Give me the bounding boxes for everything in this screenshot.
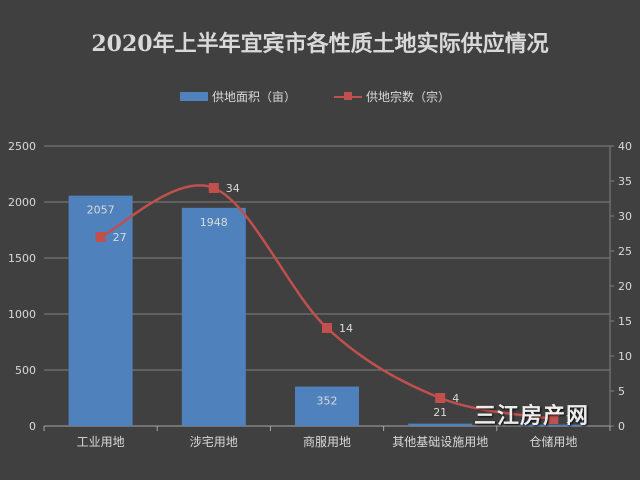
- legend-bar: 供地面积（亩）: [180, 88, 296, 105]
- line-marker: [322, 323, 332, 333]
- x-category-label: 商服用地: [303, 434, 351, 449]
- y-right-tick-label: 40: [618, 140, 632, 153]
- x-category-label: 工业用地: [77, 435, 125, 449]
- y-right-tick-label: 35: [618, 175, 632, 188]
- line-value-label: 14: [339, 322, 353, 335]
- bar: [521, 424, 586, 426]
- line-marker: [208, 183, 219, 193]
- x-category-label: 其他基础设施用地: [392, 435, 488, 449]
- bar-value-label: 352: [317, 395, 338, 408]
- y-left-tick-label: 0: [29, 420, 36, 433]
- line-value-label: 27: [113, 231, 127, 244]
- y-right-tick-label: 15: [618, 315, 632, 328]
- legend-bar-label: 供地面积（亩）: [212, 90, 297, 104]
- y-right-tick-label: 0: [618, 420, 625, 433]
- y-left-tick-label: 1500: [8, 252, 36, 265]
- bar-value-label: 21: [433, 406, 447, 419]
- bar-value-label: 2057: [87, 204, 115, 217]
- y-left-tick-label: 2000: [8, 196, 36, 209]
- line-value-label: 4: [452, 392, 459, 405]
- legend-line-swatch: [334, 92, 362, 101]
- y-right-tick-label: 30: [618, 210, 632, 223]
- bar: [295, 386, 359, 426]
- chart-title: 2020年上半年宜宾市各性质土地实际供应情况: [91, 31, 549, 57]
- y-left-tick-label: 500: [15, 364, 36, 377]
- line-marker: [548, 414, 559, 424]
- line-marker: [95, 232, 106, 242]
- y-left-tick-label: 1000: [8, 308, 36, 321]
- line-marker: [435, 393, 446, 403]
- watermark-logo: 三江房产网: [474, 404, 590, 429]
- x-category-label: 涉宅用地: [190, 434, 238, 449]
- line-value-label: 34: [226, 182, 240, 195]
- bar-value-label: 1948: [200, 216, 228, 229]
- y-right-tick-label: 20: [618, 280, 632, 293]
- legend-bar-swatch: [180, 92, 208, 101]
- bar: [181, 207, 246, 426]
- bar: [408, 423, 473, 426]
- series-line: [100, 184, 554, 421]
- y-right-tick-label: 5: [618, 385, 625, 398]
- line-value-label: 1: [565, 413, 572, 426]
- y-right-tick-label: 10: [618, 350, 632, 363]
- x-category-label: 仓储用地: [529, 434, 577, 449]
- legend-line-label: 供地宗数（宗）: [366, 90, 451, 104]
- legend-line: 供地宗数（宗）: [334, 88, 450, 105]
- y-right-tick-label: 25: [618, 245, 632, 258]
- y-left-tick-label: 2500: [8, 140, 36, 153]
